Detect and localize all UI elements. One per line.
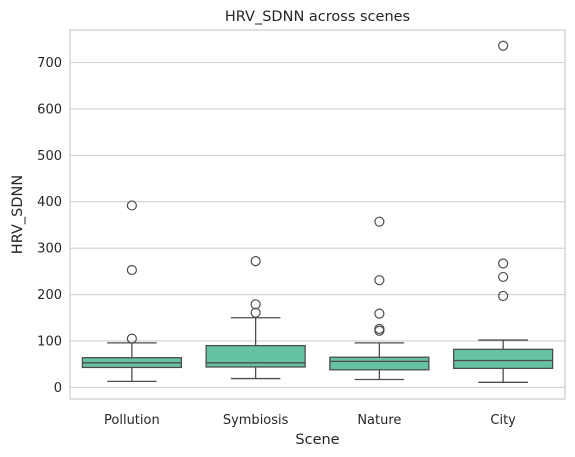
y-tick-label: 400 [37,195,62,210]
iqr-box [205,344,306,368]
outlier-point [250,256,261,267]
outlier-point [250,307,261,318]
outlier-point [498,290,509,302]
y-tick-label: 300 [37,242,62,257]
x-axis-label: Scene [295,432,339,448]
x-tick-labels: Pollution Symbiosis Nature City [104,413,516,428]
outlier-point [374,308,385,319]
y-axis-label: HRV_SDNN [10,175,26,254]
y-tick-label: 700 [37,56,62,71]
y-tick-label: 100 [37,334,62,349]
outlier-point [250,299,261,310]
outlier-point [374,325,385,336]
y-tick-label: 600 [37,102,62,117]
outlier-point [498,271,509,283]
box-series [81,40,554,383]
outlier-point [126,200,137,211]
grid-lines [70,61,565,388]
box-group [452,40,554,383]
chart-title: HRV_SDNN across scenes [225,9,410,25]
y-tick-label: 200 [37,288,62,303]
iqr-box [452,348,554,370]
outlier-point [126,264,137,276]
outlier-point [126,333,137,344]
outlier-point [374,216,385,227]
x-tick-label: City [490,413,516,428]
y-tick-label: 500 [37,149,62,164]
box-group [205,256,306,380]
y-tick-labels: 0 100 200 300 400 500 600 700 [37,56,62,396]
outlier-point [498,258,509,269]
outlier-point [374,275,385,286]
plot-frame [69,29,566,400]
x-tick-label: Symbiosis [223,413,289,428]
y-tick-label: 0 [54,381,62,396]
box-group [329,216,430,381]
box-group [81,200,183,383]
outlier-point [498,40,509,51]
iqr-box [329,356,430,371]
x-tick-label: Nature [357,413,401,428]
x-tick-label: Pollution [104,413,160,428]
